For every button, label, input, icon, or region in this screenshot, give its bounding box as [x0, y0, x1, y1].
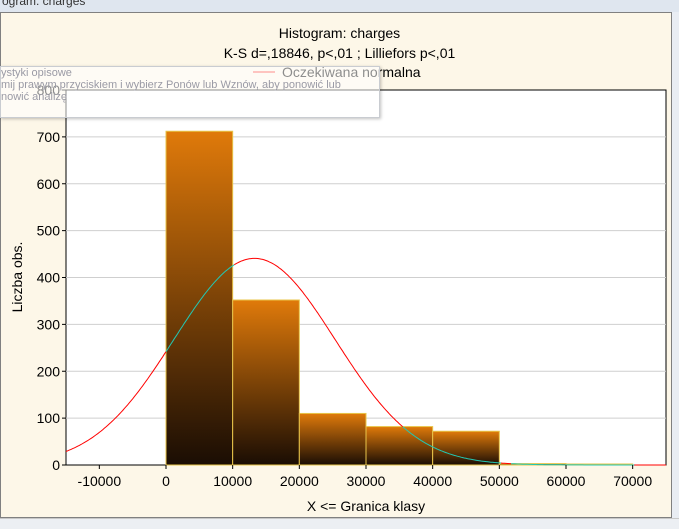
y-tick-label: 500	[37, 223, 61, 239]
chart-title: Histogram: charges	[278, 25, 401, 41]
histogram-bar	[432, 430, 500, 466]
y-tick-label: 100	[37, 410, 61, 426]
x-tick-label: -10000	[78, 473, 122, 489]
y-tick-label: 600	[37, 176, 61, 192]
right-scroll-edge[interactable]	[672, 12, 679, 518]
y-axis-label: Liczba obs.	[9, 242, 25, 313]
normal-curve-segment	[234, 257, 404, 428]
background-tooltip-popup: ystyki opisowe mij prawym przyciskiem i …	[0, 66, 380, 118]
y-tick-label: 700	[37, 129, 61, 145]
window-title: ogram: charges	[2, 0, 86, 8]
y-tick-label: 0	[52, 457, 60, 473]
y-axis: 0100200300400500600700800	[37, 82, 66, 473]
x-tick-label: 40000	[413, 473, 452, 489]
normal-curve-segment	[65, 351, 167, 452]
y-tick-label: 300	[37, 316, 61, 332]
x-tick-label: 30000	[347, 473, 386, 489]
x-axis: -10000 0 10000 20000 30000 40000 50000 60000 700…	[78, 465, 652, 489]
x-tick-label: 20000	[280, 473, 319, 489]
popup-line: mij prawym przyciskiem i wybierz Ponów l…	[1, 79, 341, 91]
x-tick-label: 50000	[480, 473, 519, 489]
histogram-bar	[298, 412, 367, 466]
normal-curve-segment	[510, 463, 635, 466]
histogram-bars	[165, 130, 634, 466]
normal-curve-segment	[500, 462, 512, 465]
y-tick-label: 200	[37, 363, 61, 379]
x-tick-label: 10000	[213, 473, 252, 489]
normal-curve	[65, 257, 666, 466]
popup-line: ystyki opisowe	[1, 67, 72, 79]
x-tick-label: 70000	[613, 473, 652, 489]
x-axis-label: X <= Granica klasy	[307, 498, 425, 514]
window-titlebar: ogram: charges	[0, 0, 679, 12]
normal-curve-segment	[165, 264, 235, 352]
status-bar	[0, 518, 679, 529]
x-tick-label: 0	[162, 473, 170, 489]
normal-curve-segment	[402, 426, 502, 464]
chart-subtitle: K-S d=,18846, p<,01 ; Lilliefors p<,01	[223, 45, 456, 61]
x-tick-label: 60000	[547, 473, 586, 489]
histogram-bar	[365, 426, 434, 466]
histogram-bar	[232, 299, 300, 466]
popup-line: nowić analizę	[1, 91, 68, 103]
histogram-bar	[165, 130, 234, 466]
y-tick-label: 400	[37, 270, 61, 286]
